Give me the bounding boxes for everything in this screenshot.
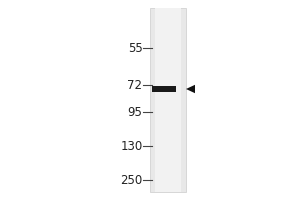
Text: 55: 55 (128, 42, 142, 54)
Text: 130: 130 (120, 140, 142, 152)
Bar (155, 8, 181, 192)
Text: 72: 72 (128, 79, 142, 92)
Bar (152, 86, 176, 92)
Text: 95: 95 (128, 106, 142, 118)
Polygon shape (186, 85, 195, 93)
Text: 250: 250 (120, 173, 142, 186)
Bar (150, 8, 186, 192)
